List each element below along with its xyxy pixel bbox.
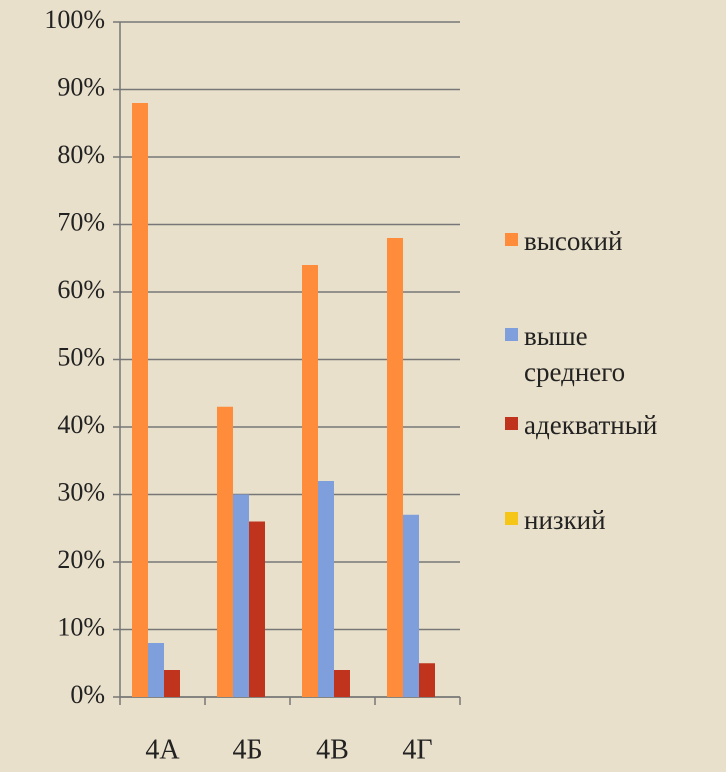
legend-swatch [505, 512, 518, 525]
x-tick-label: 4А [145, 734, 180, 765]
legend-item: выше среднего [505, 318, 725, 390]
legend-label: низкий [524, 505, 606, 535]
bar [334, 670, 350, 697]
bar [318, 481, 334, 697]
y-tick-label: 20% [57, 545, 105, 574]
legend-swatch [505, 328, 518, 341]
x-tick-label: 4Б [232, 734, 262, 765]
bar [164, 670, 180, 697]
bar [148, 643, 164, 697]
y-tick-label: 50% [57, 342, 105, 371]
y-tick-label: 0% [70, 680, 105, 709]
bar [387, 238, 403, 697]
legend-item: низкий [505, 502, 725, 538]
y-tick-label: 100% [44, 5, 105, 34]
legend-label: адекватный [524, 410, 658, 440]
y-tick-label: 30% [57, 477, 105, 506]
legend-label: высокий [524, 226, 623, 256]
y-tick-label: 90% [57, 72, 105, 101]
legend-swatch [505, 417, 518, 430]
y-tick-label: 10% [57, 612, 105, 641]
x-tick-label: 4Г [402, 734, 432, 765]
bar [302, 265, 318, 697]
bar [403, 514, 419, 697]
bar [132, 103, 148, 697]
y-tick-label: 60% [57, 275, 105, 304]
y-tick-label: 80% [57, 140, 105, 169]
legend-label: выше среднего [524, 321, 626, 387]
bar [249, 521, 265, 697]
x-tick-label: 4В [316, 734, 349, 765]
bar [217, 406, 233, 697]
legend-item: высокий [505, 223, 725, 259]
y-tick-label: 40% [57, 410, 105, 439]
bar [233, 494, 249, 697]
bar [419, 663, 435, 697]
legend-item: адекватный [505, 407, 725, 443]
y-tick-label: 70% [57, 207, 105, 236]
legend-swatch [505, 233, 518, 246]
